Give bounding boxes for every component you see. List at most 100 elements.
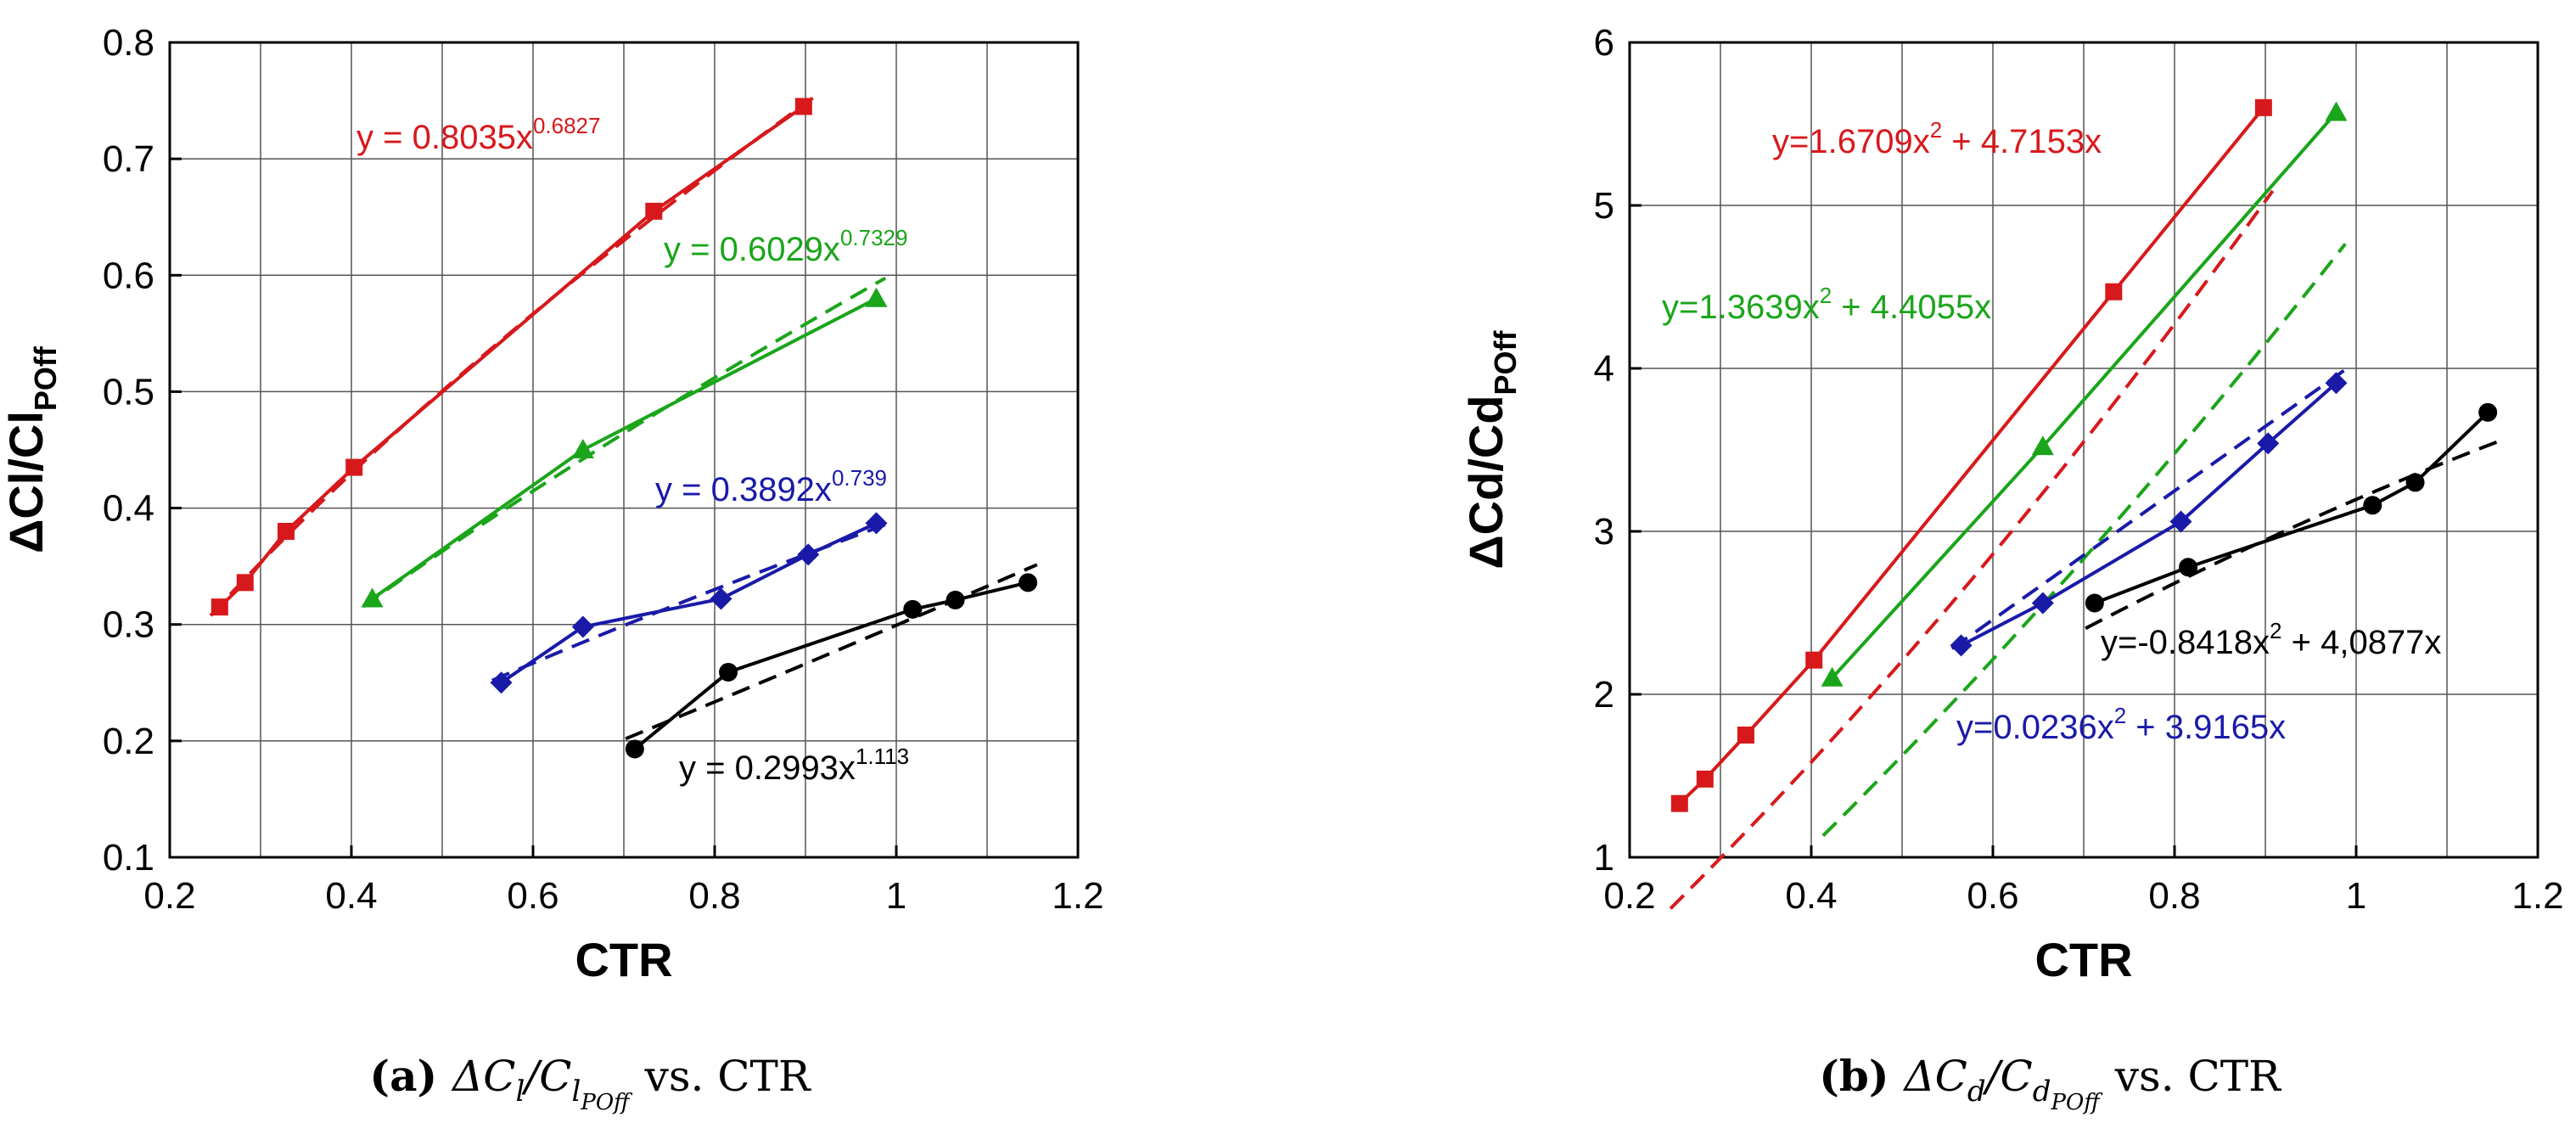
x-tick-label: 0.6 [507,875,558,917]
panel-left: 0.2 0.4 0.6 0.8 1 1.20.10.20.30.40.50.60.70.8… [0,22,1104,1115]
series-blue: y=0.0236x2 + 3.9165x [1950,368,2348,746]
x-tick-label: 1.2 [2511,875,2563,917]
black-equation: y = 0.2993x1.113 [679,744,909,787]
y-axis-title-sub: POff [1488,329,1523,395]
x-tick-label: 1 [886,875,906,917]
green-marker [361,587,384,608]
green-marker [1821,666,1844,687]
y-tick-label: 0.8 [103,22,154,64]
black-marker [2085,593,2104,613]
black-equation: y=-0.8418x2 + 4,0877x [2101,618,2441,661]
blue-marker [2031,592,2054,615]
black-marker [2478,402,2498,422]
black-marker [2363,496,2382,515]
x-tick-label: 1 [2346,875,2366,917]
red-marker [277,523,295,540]
y-tick-label: 4 [1594,348,1614,390]
x-tick-label: 0.4 [325,875,377,917]
y-axis-title-main: ΔCl/Cl [0,411,53,553]
black-marker [625,739,644,759]
blue-marker [571,615,594,638]
green-marker [865,287,888,307]
green-marker [571,439,594,458]
red-marker [2105,283,2123,300]
red-data-line [218,104,805,609]
panel-right: 0.2 0.4 0.6 0.8 1 1.2 1 2 3 4 5 6 CTR ΔCd/CdPOff y=1.6… [1459,22,2564,1115]
y-tick-label: 2 [1594,674,1614,716]
blue-equation: y = 0.3892x0.739 [655,465,887,508]
red-marker [236,574,254,592]
red-marker [210,598,228,616]
blue-marker [2169,510,2192,533]
blue-fit-line [1950,368,2347,650]
x-tick-label: 0.8 [2148,875,2200,917]
blue-marker [865,512,888,535]
series-green: y=1.3639x2 + 4.4055x [1662,101,2348,838]
blue-data-line [1960,381,2337,648]
blue-marker [1950,634,1973,657]
red-marker [1805,651,1823,669]
y-axis-title-main: ΔCd/Cd [1459,395,1512,569]
red-marker [1737,727,1754,744]
y-tick-label: 1 [1594,837,1614,879]
red-marker [345,458,363,476]
y-tick-label: 6 [1594,22,1614,64]
y-tick-label: 0.7 [103,138,154,180]
blue-equation: y=0.0236x2 + 3.9165x [1956,703,2286,746]
plot-frame [1628,41,2540,859]
blue-marker [490,671,513,694]
red-equation: y=1.6709x2 + 4.7153x [1772,117,2102,160]
series-black: y=-0.8418x2 + 4,0877x [2085,402,2498,661]
black-marker [1019,573,1038,592]
y-tick-label: 5 [1594,185,1614,227]
red-marker [645,202,663,220]
y-tick-label: 0.5 [103,371,154,413]
black-fit-line [625,563,1038,741]
black-data-line [633,581,1029,751]
series-red: y=1.6709x2 + 4.7153x [1669,98,2275,910]
y-tick-label: 0.4 [103,488,154,530]
blue-marker [797,543,820,566]
black-marker [903,599,923,619]
series-black: y = 0.2993x1.113 [625,563,1038,787]
y-tick-label: 0.6 [103,255,154,296]
red-marker [2254,98,2272,116]
panel-caption: (b) ΔCd/CdPOffvs. CTR [1819,1051,2281,1115]
x-axis-title: CTR [575,933,672,986]
red-marker [1670,794,1688,812]
y-axis-title-sub: POff [28,345,63,411]
y-tick-label: 0.1 [103,837,154,879]
y-tick-label: 0.3 [103,604,154,646]
y-tick-label: 3 [1594,511,1614,553]
blue-marker [2257,432,2280,455]
green-marker [2325,101,2348,121]
plot-frame [168,41,1080,859]
y-axis-title: ΔCd/CdPOff [1459,329,1523,569]
black-marker [2179,558,2198,577]
black-marker [2405,473,2425,492]
series-red: y = 0.8035x0.6827 [209,96,814,617]
series-green: y = 0.6029x0.7329 [361,225,907,609]
x-axis-title: CTR [2034,933,2132,986]
y-axis-title: ΔCl/ClPOff [0,345,63,553]
black-marker [719,662,738,682]
green-fit-line [1821,243,2347,838]
black-fit-line [2085,440,2498,631]
red-marker [1696,770,1714,788]
x-tick-label: 0.8 [688,875,740,917]
x-tick-label: 0.4 [1785,875,1837,917]
blue-marker [2325,372,2348,395]
green-marker [2031,435,2054,456]
x-tick-label: 1.2 [1052,875,1103,917]
red-fit-line [209,96,814,617]
red-equation: y = 0.8035x0.6827 [356,113,600,156]
black-marker [946,590,965,609]
red-marker [794,98,812,115]
green-equation: y = 0.6029x0.7329 [664,225,907,268]
x-tick-label: 0.6 [1967,875,2018,917]
blue-marker [710,587,732,610]
red-data-line [1678,106,2265,806]
x-tick-label: 0.2 [1603,875,1655,917]
x-tick-label: 0.2 [143,875,195,917]
